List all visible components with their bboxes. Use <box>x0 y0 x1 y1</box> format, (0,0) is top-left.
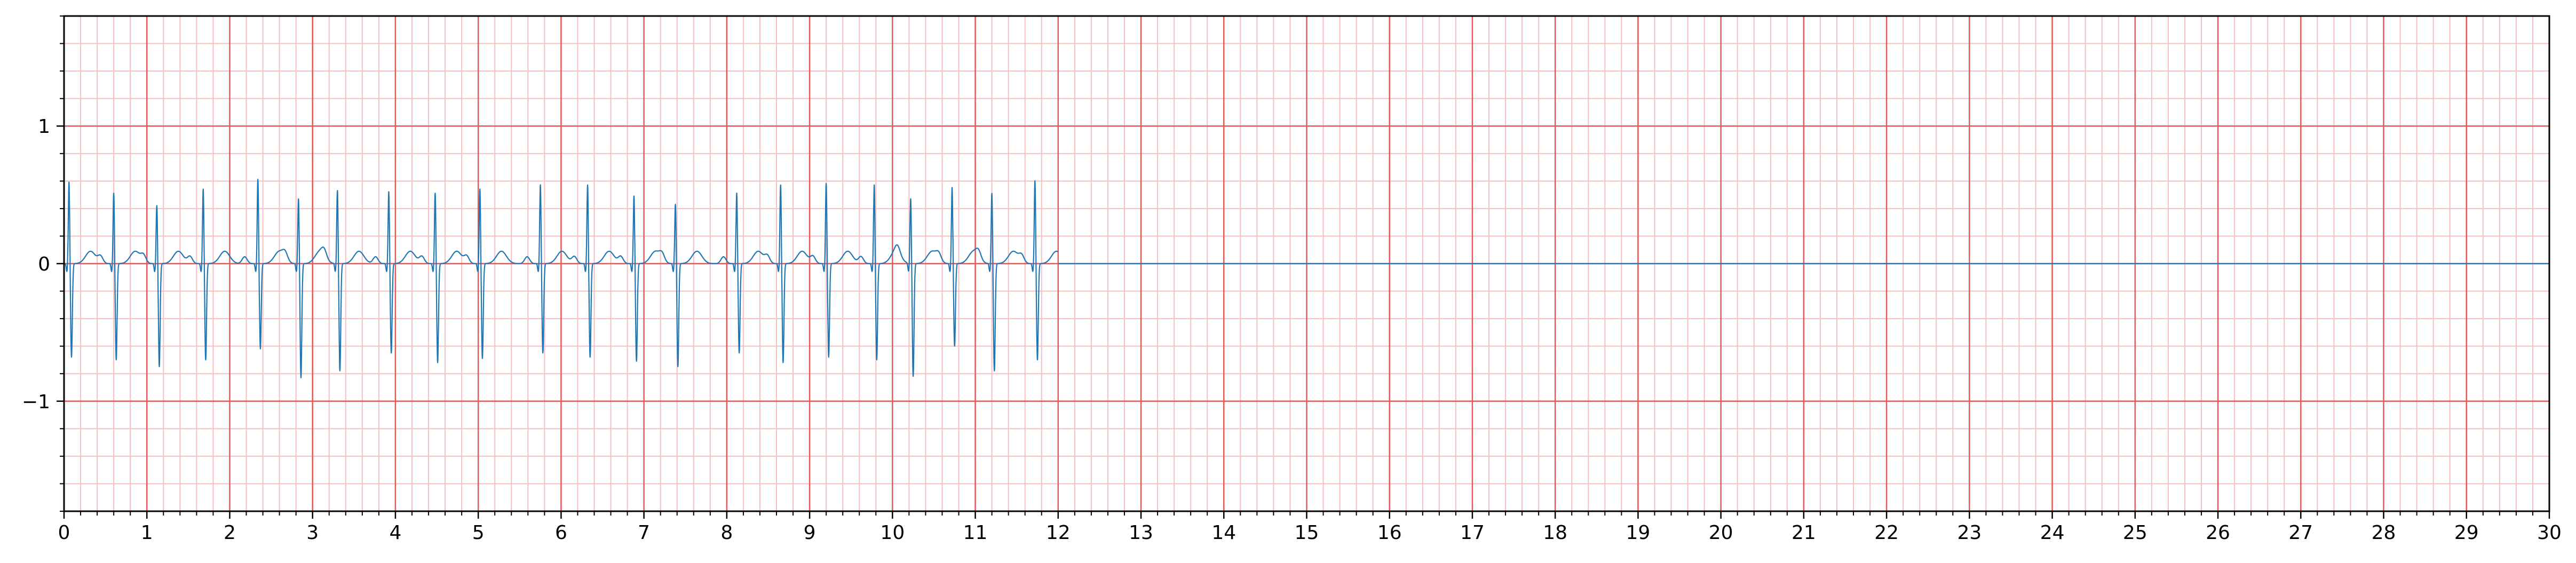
x-tick-label: 3 <box>306 522 319 544</box>
x-tick-label: 19 <box>1626 522 1651 544</box>
y-tick-label: 0 <box>38 253 50 275</box>
x-tick-label: 10 <box>880 522 905 544</box>
x-tick-label: 9 <box>804 522 816 544</box>
x-tick-label: 27 <box>2288 522 2313 544</box>
x-tick-label: 2 <box>224 522 236 544</box>
x-tick-label: 21 <box>1792 522 1816 544</box>
x-tick-label: 14 <box>1211 522 1236 544</box>
x-tick-label: 22 <box>1874 522 1899 544</box>
x-tick-label: 15 <box>1295 522 1319 544</box>
ecg-trace <box>64 179 1059 378</box>
x-tick-label: 20 <box>1709 522 1733 544</box>
x-tick-label: 5 <box>472 522 485 544</box>
y-tick-label: 1 <box>38 116 50 138</box>
x-tick-label: 6 <box>555 522 567 544</box>
x-tick-label: 23 <box>1957 522 1981 544</box>
x-tick-label: 24 <box>2040 522 2065 544</box>
x-tick-label: 29 <box>2454 522 2479 544</box>
x-tick-label: 12 <box>1046 522 1071 544</box>
x-tick-label: 18 <box>1543 522 1567 544</box>
x-tick-label: 11 <box>963 522 988 544</box>
x-tick-label: 0 <box>58 522 70 544</box>
x-tick-label: 13 <box>1129 522 1153 544</box>
x-tick-label: 16 <box>1377 522 1402 544</box>
x-tick-label: 4 <box>389 522 401 544</box>
y-tick-label: −1 <box>22 391 50 413</box>
x-tick-label: 26 <box>2206 522 2230 544</box>
x-tick-label: 8 <box>720 522 733 544</box>
x-tick-label: 7 <box>638 522 650 544</box>
ecg-signal <box>64 179 2549 378</box>
x-axis: 0 1 2 3 4 5 6 7 8 9 10 11 12 13 14 15 16 17 18 19 20 21 22 23 24… <box>58 511 2562 544</box>
x-tick-label: 17 <box>1460 522 1485 544</box>
x-tick-label: 28 <box>2372 522 2396 544</box>
y-axis: 1 0 −1 <box>22 15 64 512</box>
x-tick-label: 30 <box>2537 522 2562 544</box>
x-tick-label: 25 <box>2123 522 2147 544</box>
x-tick-label: 1 <box>141 522 153 544</box>
